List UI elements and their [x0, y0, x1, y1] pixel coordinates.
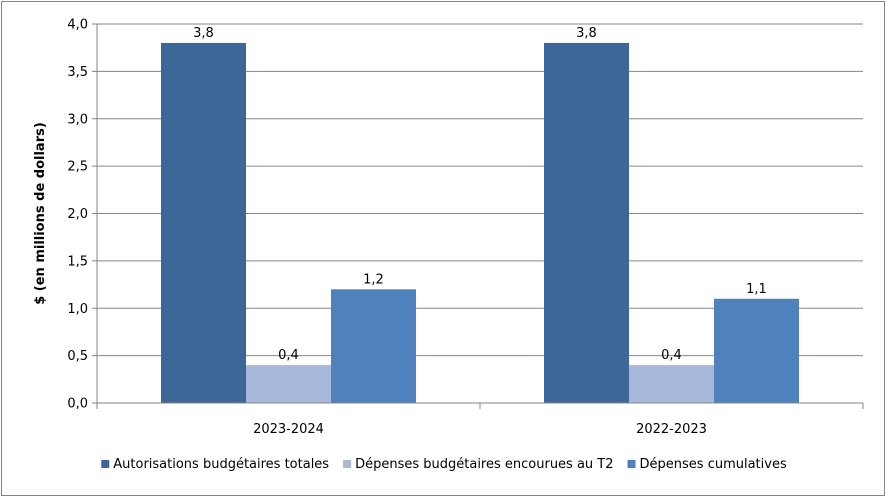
legend-label: Dépenses cumulatives	[640, 457, 787, 472]
data-label: 3,8	[576, 26, 597, 41]
data-label: 0,4	[661, 348, 682, 363]
x-tick-labels: 2023-2024 2022-2023	[253, 422, 707, 437]
y-tick-label: 3,0	[67, 112, 88, 127]
y-tick-label: 1,0	[67, 302, 88, 317]
data-label: 1,2	[363, 272, 384, 287]
data-label: 1,1	[746, 282, 767, 297]
bar	[331, 289, 416, 403]
legend-item: Dépenses cumulatives	[627, 457, 787, 472]
legend-label: Autorisations budgétaires totales	[113, 457, 329, 472]
data-labels: 3,8 0,4 1,2 3,8 0,4 1,1	[193, 26, 767, 363]
data-label: 0,4	[278, 348, 299, 363]
legend-item: Dépenses budgétaires encourues au T2	[343, 457, 614, 472]
legend-swatch	[101, 460, 110, 468]
axes	[96, 24, 863, 404]
bars	[161, 42, 799, 403]
data-label: 3,8	[193, 26, 214, 41]
y-tick-label: 0,0	[67, 397, 88, 412]
y-tick-label: 1,5	[67, 254, 88, 269]
y-tick-label: 2,0	[67, 207, 88, 222]
y-tick-label: 3,5	[67, 65, 88, 80]
bar	[629, 365, 714, 403]
legend: Autorisations budgétaires totales Dépense…	[101, 457, 787, 472]
legend-swatch	[627, 460, 636, 468]
y-tick-label: 4,0	[67, 18, 88, 33]
y-tick-labels: 0,0 0,5 1,0 1,5 2,0 2,5 3,0 3,5 4,0	[67, 18, 88, 412]
legend-item: Autorisations budgétaires totales	[101, 457, 329, 472]
bar	[544, 42, 629, 403]
y-tick-label: 2,5	[67, 160, 88, 175]
legend-label: Dépenses budgétaires encourues au T2	[355, 457, 613, 472]
legend-swatch	[343, 460, 352, 468]
bar	[161, 42, 246, 403]
x-tick-label: 2023-2024	[253, 422, 324, 437]
bar	[246, 365, 331, 403]
bar	[714, 298, 799, 403]
y-tick-label: 0,5	[67, 349, 88, 364]
y-axis-title: $ (en millions de dollars)	[33, 122, 48, 305]
x-tick-label: 2022-2023	[636, 422, 707, 437]
